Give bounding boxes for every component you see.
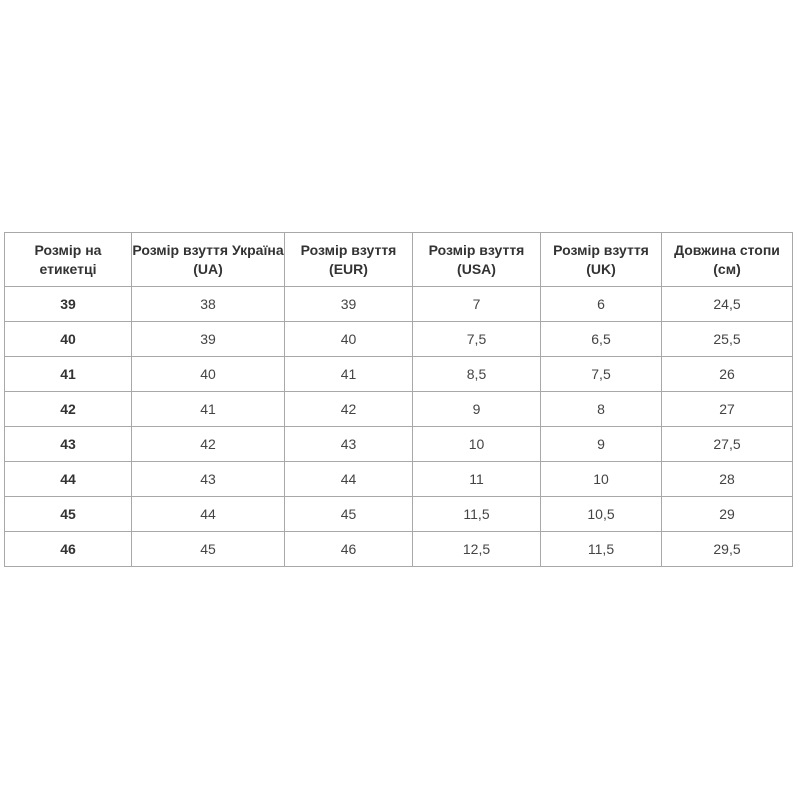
cell-eur-size: 43	[284, 426, 413, 462]
cell-ua-size: 40	[131, 356, 285, 392]
cell-foot-length: 25,5	[661, 321, 793, 357]
cell-label-size: 43	[4, 426, 132, 462]
cell-uk-size: 10	[540, 461, 662, 497]
cell-foot-length: 26	[661, 356, 793, 392]
column-header-usa-size: Розмір взуття (USA)	[412, 232, 541, 287]
cell-ua-size: 41	[131, 391, 285, 427]
cell-eur-size: 45	[284, 496, 413, 532]
size-chart-table: Розмір на етикетці Розмір взуття Україна …	[4, 232, 793, 567]
cell-eur-size: 40	[284, 321, 413, 357]
cell-uk-size: 11,5	[540, 531, 662, 567]
cell-foot-length: 29	[661, 496, 793, 532]
cell-uk-size: 6	[540, 286, 662, 322]
cell-usa-size: 7	[412, 286, 541, 322]
cell-uk-size: 8	[540, 391, 662, 427]
cell-ua-size: 39	[131, 321, 285, 357]
cell-label-size: 40	[4, 321, 132, 357]
column-header-ua-size: Розмір взуття Україна (UA)	[131, 232, 285, 287]
cell-ua-size: 45	[131, 531, 285, 567]
cell-usa-size: 10	[412, 426, 541, 462]
column-header-foot-length: Довжина стопи (см)	[661, 232, 793, 287]
table-row: 40 39 40 7,5 6,5 25,5	[4, 321, 793, 357]
cell-usa-size: 8,5	[412, 356, 541, 392]
cell-eur-size: 39	[284, 286, 413, 322]
cell-label-size: 41	[4, 356, 132, 392]
cell-label-size: 44	[4, 461, 132, 497]
table-row: 44 43 44 11 10 28	[4, 461, 793, 497]
cell-usa-size: 7,5	[412, 321, 541, 357]
cell-foot-length: 27,5	[661, 426, 793, 462]
header-row: Розмір на етикетці Розмір взуття Україна …	[4, 232, 793, 287]
cell-foot-length: 28	[661, 461, 793, 497]
table-row: 43 42 43 10 9 27,5	[4, 426, 793, 462]
table-row: 41 40 41 8,5 7,5 26	[4, 356, 793, 392]
cell-uk-size: 10,5	[540, 496, 662, 532]
cell-eur-size: 42	[284, 391, 413, 427]
cell-eur-size: 46	[284, 531, 413, 567]
cell-ua-size: 43	[131, 461, 285, 497]
column-header-uk-size: Розмір взуття (UK)	[540, 232, 662, 287]
table-row: 42 41 42 9 8 27	[4, 391, 793, 427]
column-header-label-size: Розмір на етикетці	[4, 232, 132, 287]
cell-foot-length: 29,5	[661, 531, 793, 567]
cell-eur-size: 41	[284, 356, 413, 392]
cell-ua-size: 42	[131, 426, 285, 462]
cell-usa-size: 9	[412, 391, 541, 427]
cell-label-size: 42	[4, 391, 132, 427]
cell-foot-length: 27	[661, 391, 793, 427]
cell-usa-size: 12,5	[412, 531, 541, 567]
cell-ua-size: 38	[131, 286, 285, 322]
table-row: 45 44 45 11,5 10,5 29	[4, 496, 793, 532]
cell-uk-size: 7,5	[540, 356, 662, 392]
cell-label-size: 45	[4, 496, 132, 532]
cell-uk-size: 9	[540, 426, 662, 462]
column-header-eur-size: Розмір взуття (EUR)	[284, 232, 413, 287]
cell-usa-size: 11,5	[412, 496, 541, 532]
cell-uk-size: 6,5	[540, 321, 662, 357]
table-row: 46 45 46 12,5 11,5 29,5	[4, 531, 793, 567]
cell-ua-size: 44	[131, 496, 285, 532]
cell-label-size: 46	[4, 531, 132, 567]
cell-label-size: 39	[4, 286, 132, 322]
cell-usa-size: 11	[412, 461, 541, 497]
table-row: 39 38 39 7 6 24,5	[4, 286, 793, 322]
cell-foot-length: 24,5	[661, 286, 793, 322]
cell-eur-size: 44	[284, 461, 413, 497]
